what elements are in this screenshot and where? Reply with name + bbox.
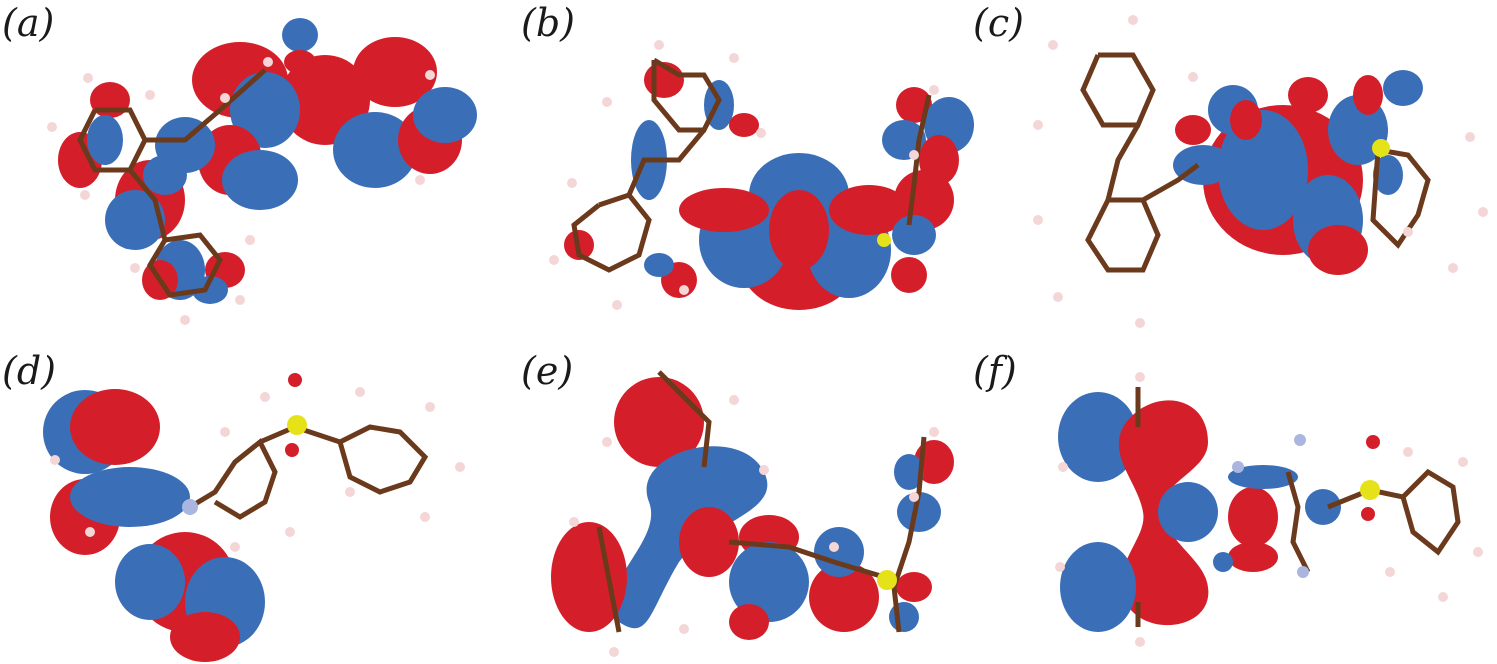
panel-label-e: (e) [521, 349, 574, 393]
bonds [188, 424, 429, 520]
sulfur-atom [1360, 480, 1380, 500]
panel-a: (a) [0, 0, 499, 332]
panel-label-b: (b) [521, 1, 575, 45]
molecular-orbital-render-b [549, 40, 974, 310]
panel-d: (d) [0, 332, 499, 664]
hydrogen-atoms [1033, 15, 1488, 328]
oxygen-atoms [285, 373, 302, 457]
sulfur-atom [1372, 139, 1390, 157]
panel-label-d: (d) [2, 349, 56, 393]
hydrogen-atoms [1055, 372, 1483, 647]
bonds [1080, 52, 1431, 273]
orbital-lobes [551, 377, 954, 640]
bonds [77, 68, 267, 298]
bonds [596, 370, 927, 633]
molecular-orbital-render-a [47, 18, 477, 325]
molecular-orbital-render-f [1055, 372, 1483, 647]
orbital-lobes [1173, 70, 1423, 275]
panel-e: (e) [499, 332, 998, 664]
panel-label-f: (f) [973, 349, 1017, 393]
orbital-lobes [1058, 392, 1341, 632]
molecular-orbital-render-d [43, 373, 465, 662]
panel-f: (f) [973, 332, 1497, 664]
panel-label-c: (c) [973, 1, 1024, 45]
sulfur-atom [877, 233, 891, 247]
oxygen-atoms [1361, 435, 1380, 521]
bonds [571, 57, 932, 273]
hydrogen-atoms [549, 40, 939, 310]
orbital-lobes [43, 389, 265, 662]
sulfur-atom [877, 570, 897, 590]
nitrogen-atoms [1232, 434, 1309, 578]
nitrogen-atom [182, 499, 198, 515]
panel-label-a: (a) [2, 1, 55, 45]
panel-c: (c) [973, 0, 1497, 332]
sulfur-atom [287, 415, 307, 435]
orbital-lobes [564, 62, 974, 310]
molecular-orbital-render-c [1033, 15, 1488, 328]
hydrogen-atoms [47, 57, 435, 325]
hydrogen-atoms [569, 395, 939, 657]
bonds [1135, 387, 1461, 627]
molecular-orbital-render-e [551, 370, 954, 657]
hydrogen-atoms [50, 387, 465, 552]
panel-b: (b) [499, 0, 998, 332]
